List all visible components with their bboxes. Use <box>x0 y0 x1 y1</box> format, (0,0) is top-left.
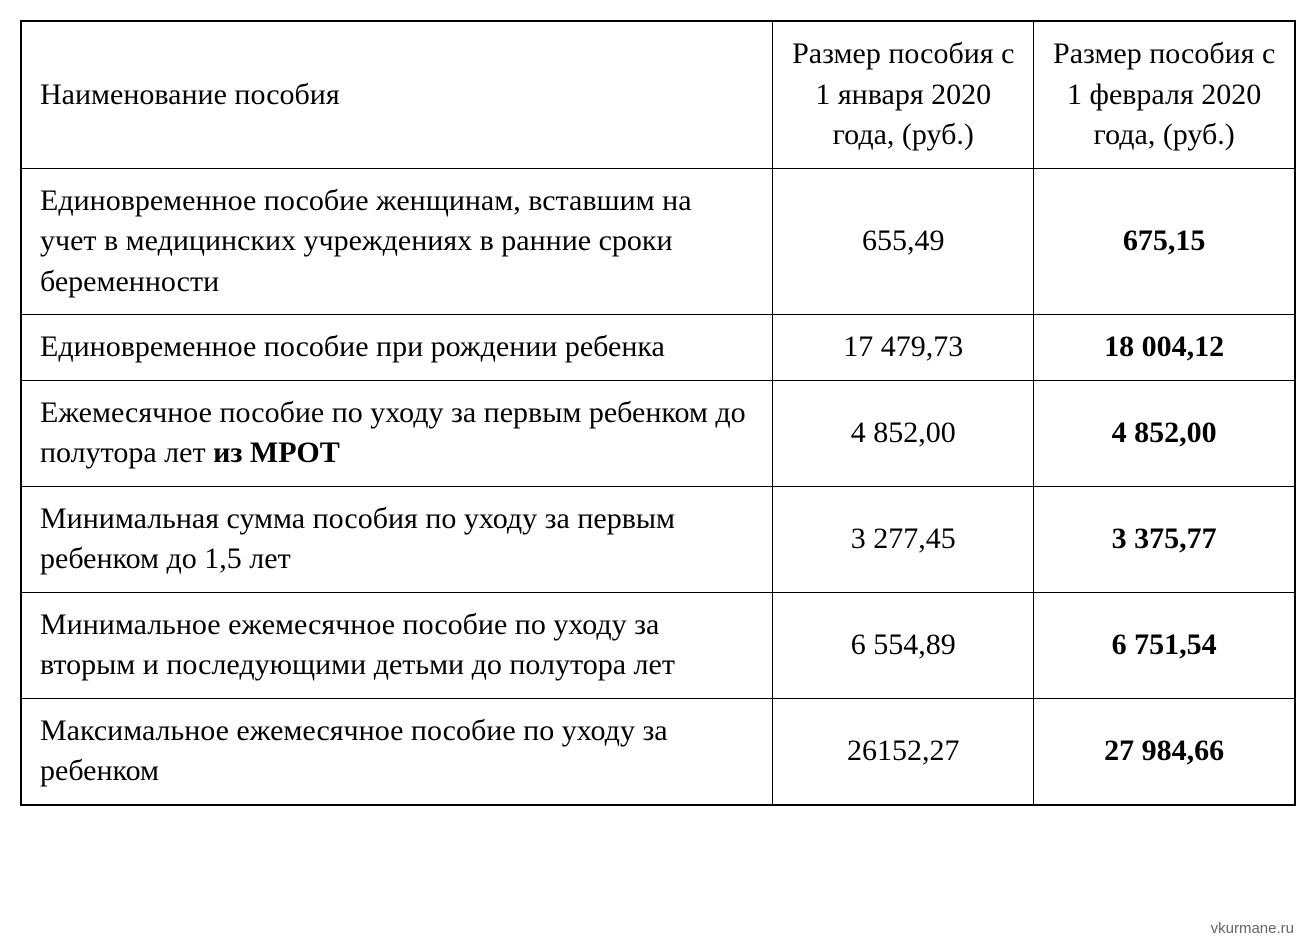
table-row: Минимальная сумма пособия по уходу за пе… <box>21 486 1295 592</box>
benefit-name-text: Единовременное пособие женщинам, вставши… <box>40 184 692 298</box>
benefit-jan-value: 4 852,00 <box>773 380 1034 486</box>
table-row: Максимальное ежемесячное пособие по уход… <box>21 698 1295 805</box>
benefit-name-text: Единовременное пособие при рождении ребе… <box>40 330 665 363</box>
benefit-feb-value: 6 751,54 <box>1034 592 1295 698</box>
table-row: Ежемесячное пособие по уходу за первым р… <box>21 380 1295 486</box>
table-header-row: Наименование пособия Размер пособия с 1 … <box>21 21 1295 168</box>
source-watermark: vkurmane.ru <box>1211 920 1294 937</box>
benefit-feb-value: 27 984,66 <box>1034 698 1295 805</box>
benefit-name: Ежемесячное пособие по уходу за первым р… <box>21 380 773 486</box>
benefit-jan-value: 17 479,73 <box>773 315 1034 381</box>
benefit-jan-value: 3 277,45 <box>773 486 1034 592</box>
benefit-name-text: Максимальное ежемесячное пособие по уход… <box>40 714 668 788</box>
benefit-feb-value: 3 375,77 <box>1034 486 1295 592</box>
benefit-feb-value: 675,15 <box>1034 168 1295 315</box>
benefit-jan-value: 655,49 <box>773 168 1034 315</box>
col-header-february: Размер пособия с 1 февраля 2020 года, (р… <box>1034 21 1295 168</box>
col-header-january: Размер пособия с 1 января 2020 года, (ру… <box>773 21 1034 168</box>
col-header-name: Наименование пособия <box>21 21 773 168</box>
table-row: Минимальное ежемесячное пособие по уходу… <box>21 592 1295 698</box>
table-row: Единовременное пособие при рождении ребе… <box>21 315 1295 381</box>
benefits-table: Наименование пособия Размер пособия с 1 … <box>20 20 1296 806</box>
benefit-feb-value: 18 004,12 <box>1034 315 1295 381</box>
benefit-name: Единовременное пособие женщинам, вставши… <box>21 168 773 315</box>
benefit-jan-value: 26152,27 <box>773 698 1034 805</box>
benefit-feb-value: 4 852,00 <box>1034 380 1295 486</box>
benefit-name: Минимальная сумма пособия по уходу за пе… <box>21 486 773 592</box>
table-row: Единовременное пособие женщинам, вставши… <box>21 168 1295 315</box>
benefit-name-text: Минимальное ежемесячное пособие по уходу… <box>40 608 675 682</box>
benefit-jan-value: 6 554,89 <box>773 592 1034 698</box>
benefit-name-text: Ежемесячное пособие по уходу за первым р… <box>40 396 746 470</box>
benefit-name: Единовременное пособие при рождении ребе… <box>21 315 773 381</box>
benefit-name: Максимальное ежемесячное пособие по уход… <box>21 698 773 805</box>
benefit-name: Минимальное ежемесячное пособие по уходу… <box>21 592 773 698</box>
benefit-name-bold: из МРОТ <box>213 436 340 469</box>
benefit-name-text: Минимальная сумма пособия по уходу за пе… <box>40 502 675 576</box>
